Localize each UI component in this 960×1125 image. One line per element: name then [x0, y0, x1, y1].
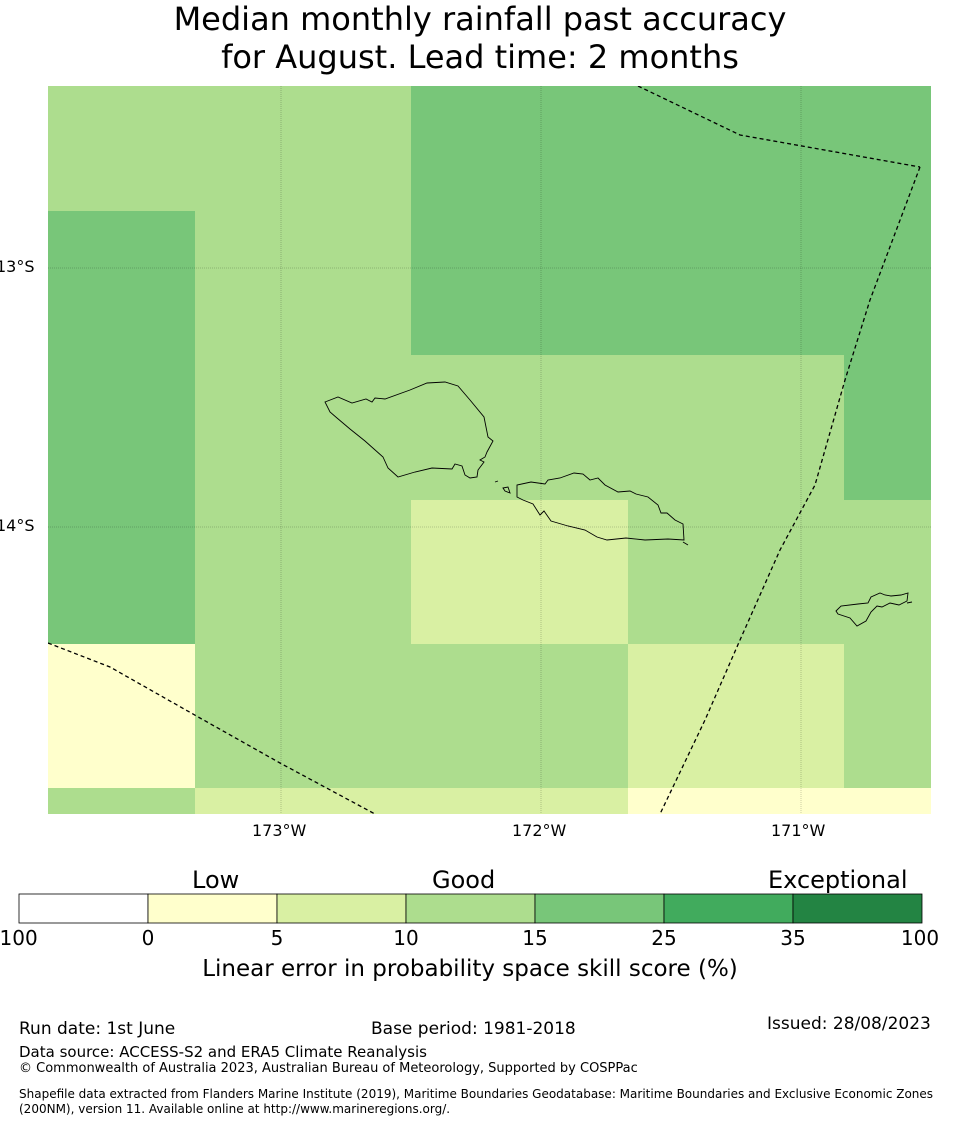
colorbar-tick: 10 [393, 926, 419, 950]
colorbar-segment [792, 893, 923, 924]
colorbar-segment [276, 893, 407, 924]
skill-cell [628, 500, 844, 644]
colorbar [18, 893, 923, 924]
manono-islet-outline [502, 486, 511, 494]
apolima-islet-outline [494, 480, 499, 483]
coastlines [324, 381, 913, 627]
issued-date: Issued: 28/08/2023 [767, 1014, 931, 1034]
aunuu-islet-outline [906, 601, 913, 604]
lat-tick-label: 13°S [0, 257, 35, 276]
base-period: Base period: 1981-2018 [371, 1019, 576, 1039]
skill-cell [628, 788, 931, 814]
colorbar-tick: -100 [0, 926, 38, 950]
skill-cell [48, 644, 195, 788]
skill-cell [844, 355, 931, 500]
map-title-line-2: for August. Lead time: 2 months [221, 38, 739, 76]
skill-cell [195, 788, 628, 814]
skill-cell [411, 355, 844, 500]
copyright-notice: © Commonwealth of Australia 2023, Austra… [19, 1061, 638, 1076]
skill-cell [628, 644, 844, 788]
map-title-line-1: Median monthly rainfall past accuracy [173, 0, 787, 38]
colorbar-tick: 35 [780, 926, 806, 950]
skill-cell [411, 644, 628, 788]
skill-cell [844, 500, 931, 788]
colorbar-segment [18, 893, 149, 924]
skill-grid [48, 86, 931, 814]
colorbar-tick: 5 [270, 926, 284, 950]
skill-cell [48, 86, 195, 211]
upolu-east-tip [682, 541, 689, 546]
colorbar-tick: 25 [651, 926, 677, 950]
skill-cell [48, 211, 195, 644]
data-source: Data source: ACCESS-S2 and ERA5 Climate … [19, 1043, 427, 1061]
savaii-island-outline [324, 381, 494, 479]
tutuila-island-outline [835, 592, 909, 627]
shapefile-credit-line-2: (200NM), version 11. Available online at… [19, 1102, 451, 1116]
eez-boundary-southwest [48, 642, 376, 814]
colorbar-segment [405, 893, 536, 924]
upolu-island-outline [516, 472, 685, 541]
colorbar-category-exceptional: Exceptional [768, 866, 908, 894]
graticule [48, 86, 931, 814]
colorbar-tick: 15 [522, 926, 548, 950]
colorbar-segment [534, 893, 665, 924]
shapefile-credit-line-1: Shapefile data extracted from Flanders M… [19, 1087, 934, 1101]
colorbar-category-good: Good [432, 866, 496, 894]
skill-cell [411, 500, 628, 644]
eez-boundary-east [659, 166, 921, 814]
lon-tick-label: 173°W [252, 821, 307, 840]
colorbar-tick: 0 [141, 926, 155, 950]
colorbar-axis-label: Linear error in probability space skill … [202, 956, 738, 982]
lon-tick-label: 172°W [512, 821, 567, 840]
colorbar-segment [147, 893, 278, 924]
colorbar-segment [663, 893, 794, 924]
eez-boundary-north [637, 86, 921, 168]
skill-cell [195, 86, 411, 788]
lon-tick-label: 171°W [771, 821, 826, 840]
run-date: Run date: 1st June [19, 1019, 176, 1039]
eez-boundaries [48, 86, 921, 814]
colorbar-category-low: Low [192, 866, 240, 894]
skill-cell [48, 788, 195, 814]
lat-tick-label: 14°S [0, 516, 35, 535]
colorbar-tick: 100 [900, 926, 940, 950]
skill-cell [411, 86, 931, 355]
